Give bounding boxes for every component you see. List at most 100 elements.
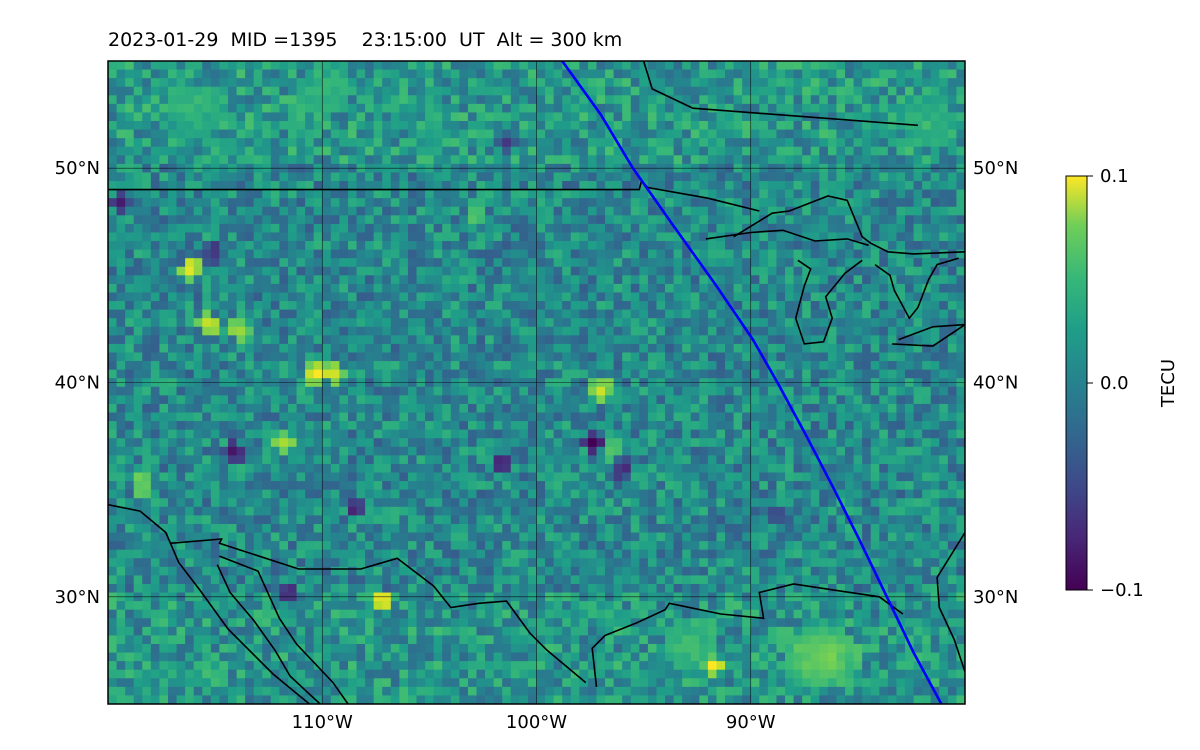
heatmap-cell — [176, 258, 186, 268]
heatmap-cell — [279, 429, 289, 439]
heatmap-cell — [879, 61, 889, 71]
heatmap-cell — [750, 249, 760, 259]
heatmap-cell — [202, 121, 212, 131]
heatmap-cell — [785, 326, 795, 336]
heatmap-cell — [245, 421, 255, 431]
heatmap-cell — [433, 481, 443, 491]
heatmap-cell — [930, 103, 940, 114]
heatmap-cell — [853, 301, 863, 311]
heatmap-cell — [527, 232, 538, 242]
heatmap-cell — [245, 258, 255, 268]
heatmap-cell — [707, 421, 718, 431]
heatmap-cell — [562, 103, 572, 114]
heatmap-cell — [725, 258, 735, 268]
heatmap-cell — [313, 78, 323, 88]
heatmap-cell — [536, 172, 546, 182]
heatmap-cell — [330, 403, 340, 414]
heatmap-cell — [433, 86, 443, 96]
heatmap-cell — [202, 138, 212, 148]
heatmap-cell — [673, 403, 683, 414]
heatmap-cell — [613, 326, 623, 336]
heatmap-cell — [502, 103, 512, 114]
heatmap-cell — [913, 241, 923, 251]
heatmap-cell — [570, 283, 580, 294]
heatmap-cell — [690, 198, 700, 208]
heatmap-cell — [622, 472, 632, 482]
heatmap-cell — [116, 181, 126, 191]
heatmap-cell — [956, 301, 965, 311]
heatmap-cell — [442, 103, 452, 114]
heatmap-cell — [433, 438, 443, 448]
heatmap-cell — [296, 309, 306, 319]
heatmap-cell — [905, 352, 915, 362]
heatmap-cell — [613, 241, 623, 251]
heatmap-cell — [176, 69, 186, 79]
heatmap-cell — [193, 95, 203, 105]
heatmap-cell — [905, 69, 915, 79]
heatmap-cell — [202, 369, 212, 379]
heatmap-cell — [210, 429, 221, 439]
heatmap-cell — [176, 232, 186, 242]
heatmap-cell — [699, 343, 709, 354]
heatmap-cell — [587, 103, 598, 114]
heatmap-cell — [587, 481, 598, 491]
heatmap-cell — [202, 241, 212, 251]
heatmap-cell — [236, 412, 246, 422]
heatmap-cell — [270, 429, 280, 439]
heatmap-cell — [802, 472, 812, 482]
heatmap-cell — [219, 463, 229, 474]
heatmap-cell — [493, 215, 503, 225]
heatmap-cell — [287, 198, 298, 208]
heatmap-cell — [622, 241, 632, 251]
heatmap-cell — [682, 369, 692, 379]
heatmap-cell — [527, 481, 538, 491]
heatmap-cell — [202, 455, 212, 465]
heatmap-cell — [442, 95, 452, 105]
heatmap-cell — [905, 258, 915, 268]
heatmap-cell — [476, 181, 486, 191]
heatmap-cell — [193, 455, 203, 465]
heatmap-cell — [433, 112, 443, 122]
heatmap-cell — [665, 361, 675, 371]
heatmap-cell — [313, 112, 323, 122]
heatmap-cell — [810, 249, 820, 259]
heatmap-cell — [639, 241, 649, 251]
heatmap-cell — [356, 326, 366, 336]
heatmap-cell — [476, 386, 486, 396]
heatmap-cell — [845, 326, 855, 336]
heatmap-cell — [905, 429, 915, 439]
heatmap-cell — [913, 206, 923, 216]
heatmap-cell — [330, 232, 340, 242]
heatmap-cell — [605, 361, 615, 371]
heatmap-cell — [322, 309, 332, 319]
heatmap-cell — [896, 463, 906, 474]
heatmap-cell — [622, 69, 632, 79]
heatmap-cell — [476, 155, 486, 165]
heatmap-cell — [142, 232, 152, 242]
heatmap-cell — [630, 223, 640, 234]
heatmap-cell — [870, 215, 880, 225]
heatmap-cell — [870, 146, 880, 156]
heatmap-cell — [502, 412, 512, 422]
heatmap-cell — [682, 343, 692, 354]
heatmap-cell — [519, 78, 529, 88]
heatmap-cell — [202, 95, 212, 105]
heatmap-cell — [253, 95, 263, 105]
heatmap-cell — [596, 129, 606, 139]
heatmap-cell — [373, 223, 383, 234]
heatmap-cell — [596, 121, 606, 131]
heatmap-cell — [159, 198, 169, 208]
heatmap-cell — [647, 121, 658, 131]
heatmap-cell — [159, 129, 169, 139]
heatmap-cell — [750, 292, 760, 302]
heatmap-cell — [536, 283, 546, 294]
heatmap-cell — [390, 395, 400, 405]
heatmap-cell — [887, 61, 898, 71]
heatmap-cell — [605, 215, 615, 225]
heatmap-cell — [836, 429, 846, 439]
heatmap-cell — [827, 61, 838, 71]
heatmap-cell — [587, 266, 598, 276]
heatmap-cell — [459, 292, 469, 302]
heatmap-cell — [742, 369, 752, 379]
heatmap-cell — [639, 129, 649, 139]
